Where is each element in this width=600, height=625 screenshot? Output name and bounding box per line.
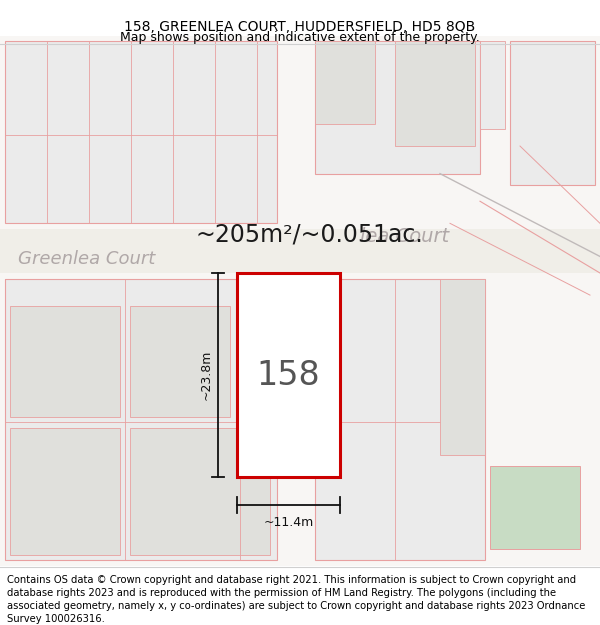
Text: ~11.4m: ~11.4m: [263, 516, 314, 529]
Bar: [315, 41, 480, 174]
Bar: [10, 428, 120, 554]
Text: Greenlea Court: Greenlea Court: [18, 249, 155, 268]
Bar: [130, 428, 270, 554]
Bar: [315, 279, 485, 560]
Text: lea Court: lea Court: [360, 227, 449, 246]
Text: Contains OS data © Crown copyright and database right 2021. This information is : Contains OS data © Crown copyright and d…: [7, 576, 586, 624]
Bar: [130, 306, 230, 416]
Bar: [5, 279, 277, 560]
Text: ~23.8m: ~23.8m: [200, 350, 213, 401]
Bar: [490, 466, 580, 549]
Text: Map shows position and indicative extent of the property.: Map shows position and indicative extent…: [120, 31, 480, 44]
Bar: [440, 279, 485, 455]
Bar: [510, 41, 595, 185]
Text: 158: 158: [257, 359, 320, 392]
Bar: [0, 229, 600, 273]
Bar: [5, 41, 277, 223]
Text: 158, GREENLEA COURT, HUDDERSFIELD, HD5 8QB: 158, GREENLEA COURT, HUDDERSFIELD, HD5 8…: [124, 20, 476, 34]
Bar: [10, 306, 120, 416]
Bar: [315, 41, 375, 124]
Bar: [395, 41, 475, 146]
Text: ~205m²/~0.051ac.: ~205m²/~0.051ac.: [195, 222, 423, 246]
Bar: [480, 41, 505, 129]
Bar: [237, 273, 340, 478]
